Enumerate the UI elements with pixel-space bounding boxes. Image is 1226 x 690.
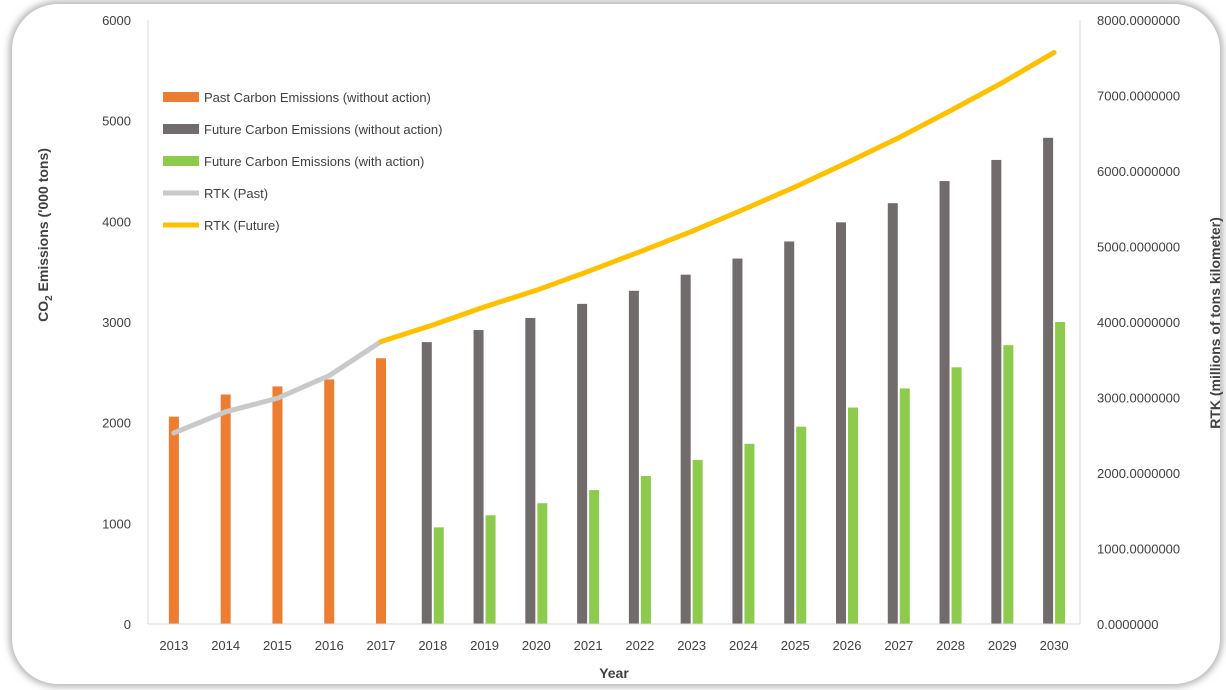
legend-label: Future Carbon Emissions (without action) [204,122,442,137]
legend-label: RTK (Past) [204,186,268,201]
x-tick-label: 2027 [884,638,913,653]
bar [537,503,548,624]
y2-tick-label: 3000.0000000 [1097,391,1180,406]
y-tick-label: 1000 [102,516,131,531]
bar [168,416,179,624]
bar [1055,322,1066,624]
y-tick-label: 6000 [102,13,131,28]
x-axis-title: Year [599,665,629,681]
series-line [171,339,384,436]
x-tick-label: 2025 [781,638,810,653]
y2-tick-label: 4000.0000000 [1097,315,1180,330]
y2-tick-label: 1000.0000000 [1097,542,1180,557]
bar [589,490,600,624]
y-tick-label: 2000 [102,416,131,431]
legend-label: Future Carbon Emissions (with action) [204,154,424,169]
bar [1003,345,1014,624]
bar [848,407,858,624]
y-axis-title: CO2 Emissions ('000 tons) [35,148,55,322]
y2-tick-label: 6000.0000000 [1097,164,1180,179]
x-tick-label: 2024 [729,638,758,653]
bar [899,388,910,624]
legend: Past Carbon Emissions (without action) Fu… [163,90,442,233]
bar [485,515,496,624]
bar [951,367,962,624]
x-tick-label: 2023 [677,638,706,653]
legend-label: Past Carbon Emissions (without action) [204,90,431,105]
plot-area [168,49,1066,625]
y2-tick-label: 7000.0000000 [1097,89,1180,104]
bar [939,181,950,625]
x-tick-label: 2019 [470,638,499,653]
legend-swatch [163,124,199,134]
y2-axis-title: RTK (millions of tons kilometer) [1207,217,1223,429]
bar [887,203,898,625]
x-tick-label: 2020 [522,638,551,653]
bar [376,358,386,624]
x-tick-label: 2026 [833,638,862,653]
bar [836,222,846,624]
y2-tick-label: 0.0000000 [1097,617,1158,632]
bar [628,290,639,624]
legend-label: RTK (Future) [204,218,280,233]
series-line [378,49,1057,345]
x-tick-label: 2022 [625,638,654,653]
bar [732,258,743,624]
x-tick-label: 2028 [936,638,965,653]
x-tick-label: 2018 [418,638,447,653]
chart-frame [12,4,1220,684]
bar [324,379,335,624]
y2-tick-label: 8000.0000000 [1097,13,1180,28]
bar [692,459,703,624]
x-tick-label: 2013 [159,638,188,653]
y2-tick-label: 2000.0000000 [1097,466,1180,481]
bar [525,317,536,624]
bar [784,241,795,624]
x-tick-label: 2017 [367,638,396,653]
bar [991,159,1002,624]
bar [1043,137,1054,624]
bar [272,386,283,624]
bar [796,426,807,624]
y-tick-label: 5000 [102,114,131,129]
x-tick-label: 2016 [315,638,344,653]
bar [421,342,432,624]
bar [744,443,755,624]
x-tick-label: 2014 [211,638,240,653]
y-tick-label: 4000 [102,214,131,229]
legend-swatch [163,92,199,102]
x-tick-label: 2015 [263,638,292,653]
bar [680,274,691,624]
x-tick-label: 2021 [574,638,603,653]
x-tick-label: 2030 [1040,638,1069,653]
axes: 0 1000 2000 3000 4000 5000 6000 0.0000000 1000.0… [102,13,1180,653]
bar [220,394,231,624]
x-tick-label: 2029 [988,638,1017,653]
y2-tick-label: 5000.0000000 [1097,240,1180,255]
legend-swatch [163,156,199,166]
bar [473,330,484,624]
y-tick-label: 3000 [102,315,131,330]
y-tick-label: 0 [124,617,131,632]
bar [433,527,444,624]
bar [640,476,651,624]
bar [577,303,588,624]
